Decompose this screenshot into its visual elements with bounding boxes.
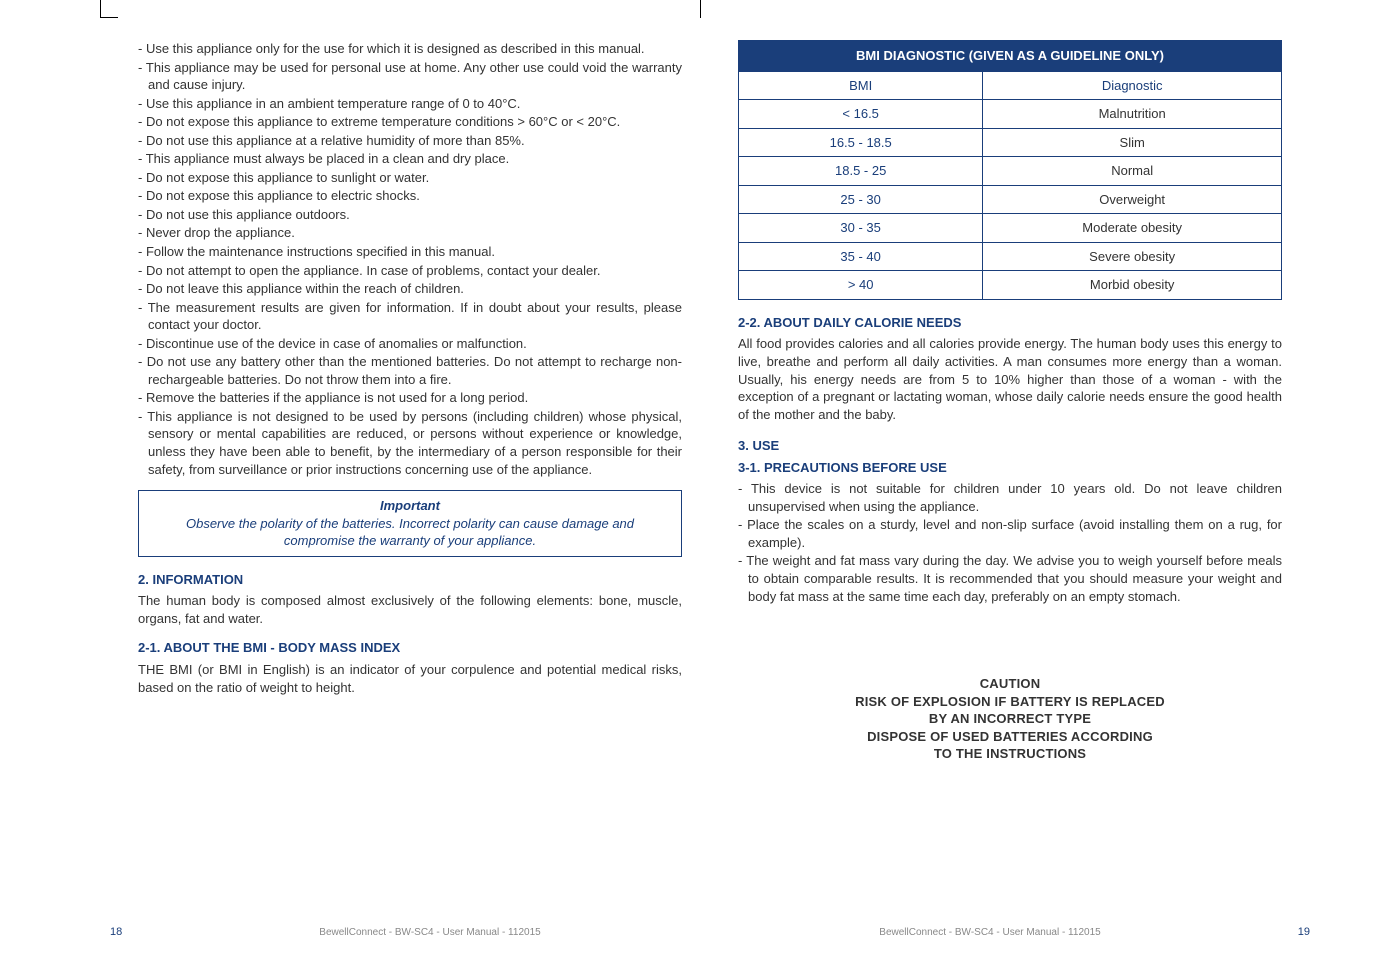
page-number-right: 19: [1270, 926, 1310, 938]
diagnostic-cell: Normal: [983, 157, 1282, 186]
section-2-1-title: 2-1. ABOUT THE BMI - BODY MASS INDEX: [138, 639, 682, 657]
section-2-2-body: All food provides calories and all calor…: [738, 335, 1282, 423]
bullet-item: - This device is not suitable for childr…: [738, 480, 1282, 515]
bullet-item: - Do not use any battery other than the …: [138, 353, 682, 388]
bullet-item: - Do not use this appliance at a relativ…: [138, 132, 682, 150]
caution-line: BY AN INCORRECT TYPE: [738, 710, 1282, 728]
important-body: Observe the polarity of the batteries. I…: [149, 515, 671, 550]
bmi-cell: < 16.5: [739, 100, 983, 129]
crop-mark-left: [100, 0, 118, 18]
bullet-item: - Follow the maintenance instructions sp…: [138, 243, 682, 261]
caution-block: CAUTION RISK OF EXPLOSION IF BATTERY IS …: [738, 675, 1282, 763]
footer-text-left: BewellConnect - BW-SC4 - User Manual - 1…: [150, 927, 710, 938]
section-3-1-title: 3-1. PRECAUTIONS BEFORE USE: [738, 459, 1282, 477]
table-row: < 16.5Malnutrition: [739, 100, 1282, 129]
table-row: 30 - 35Moderate obesity: [739, 214, 1282, 243]
safety-bullets: - Use this appliance only for the use fo…: [138, 40, 682, 478]
bullet-item: - This appliance is not designed to be u…: [138, 408, 682, 478]
bullet-item: - Do not expose this appliance to extrem…: [138, 113, 682, 131]
table-row: 25 - 30Overweight: [739, 185, 1282, 214]
table-row: 16.5 - 18.5Slim: [739, 128, 1282, 157]
crop-mark-right: [700, 0, 718, 18]
caution-line: CAUTION: [738, 675, 1282, 693]
diagnostic-cell: Slim: [983, 128, 1282, 157]
bmi-table-header: BMI DIAGNOSTIC (GIVEN AS A GUIDELINE ONL…: [739, 41, 1282, 72]
diagnostic-cell: Morbid obesity: [983, 271, 1282, 300]
section-2-2-title: 2-2. ABOUT DAILY CALORIE NEEDS: [738, 314, 1282, 332]
table-row: > 40Morbid obesity: [739, 271, 1282, 300]
page-number-left: 18: [110, 926, 150, 938]
section-2-1-body: THE BMI (or BMI in English) is an indica…: [138, 661, 682, 696]
caution-line: DISPOSE OF USED BATTERIES ACCORDING: [738, 728, 1282, 746]
diagnostic-cell: Severe obesity: [983, 242, 1282, 271]
bmi-cell: 35 - 40: [739, 242, 983, 271]
page-spread: - Use this appliance only for the use fo…: [110, 30, 1310, 783]
important-box: Important Observe the polarity of the ba…: [138, 490, 682, 557]
table-row: 18.5 - 25Normal: [739, 157, 1282, 186]
bullet-item: - Do not use this appliance outdoors.: [138, 206, 682, 224]
bullet-item: - The weight and fat mass vary during th…: [738, 552, 1282, 605]
footer-text-right: BewellConnect - BW-SC4 - User Manual - 1…: [710, 927, 1270, 938]
section-3-title: 3. USE: [738, 437, 1282, 455]
bmi-col2-head: Diagnostic: [983, 71, 1282, 100]
bullet-item: - The measurement results are given for …: [138, 299, 682, 334]
footer-left: 18 BewellConnect - BW-SC4 - User Manual …: [110, 926, 710, 938]
left-page: - Use this appliance only for the use fo…: [110, 30, 710, 783]
bullet-item: - Use this appliance only for the use fo…: [138, 40, 682, 58]
caution-line: RISK OF EXPLOSION IF BATTERY IS REPLACED: [738, 693, 1282, 711]
section-2-body: The human body is composed almost exclus…: [138, 592, 682, 627]
diagnostic-cell: Malnutrition: [983, 100, 1282, 129]
precaution-bullets: - This device is not suitable for childr…: [738, 480, 1282, 605]
bullet-item: - Do not leave this appliance within the…: [138, 280, 682, 298]
bullet-item: - Discontinue use of the device in case …: [138, 335, 682, 353]
important-title: Important: [149, 497, 671, 515]
diagnostic-cell: Moderate obesity: [983, 214, 1282, 243]
bullet-item: - This appliance may be used for persona…: [138, 59, 682, 94]
bmi-cell: > 40: [739, 271, 983, 300]
bmi-col1-head: BMI: [739, 71, 983, 100]
bullet-item: - Never drop the appliance.: [138, 224, 682, 242]
bmi-cell: 25 - 30: [739, 185, 983, 214]
diagnostic-cell: Overweight: [983, 185, 1282, 214]
caution-line: TO THE INSTRUCTIONS: [738, 745, 1282, 763]
bmi-cell: 30 - 35: [739, 214, 983, 243]
bullet-item: - Place the scales on a sturdy, level an…: [738, 516, 1282, 551]
bmi-table: BMI DIAGNOSTIC (GIVEN AS A GUIDELINE ONL…: [738, 40, 1282, 300]
bullet-item: - This appliance must always be placed i…: [138, 150, 682, 168]
bullet-item: - Remove the batteries if the appliance …: [138, 389, 682, 407]
section-2-title: 2. INFORMATION: [138, 571, 682, 589]
bmi-cell: 16.5 - 18.5: [739, 128, 983, 157]
bullet-item: - Do not attempt to open the appliance. …: [138, 262, 682, 280]
bullet-item: - Do not expose this appliance to sunlig…: [138, 169, 682, 187]
right-page: BMI DIAGNOSTIC (GIVEN AS A GUIDELINE ONL…: [710, 30, 1310, 783]
bullet-item: - Use this appliance in an ambient tempe…: [138, 95, 682, 113]
bullet-item: - Do not expose this appliance to electr…: [138, 187, 682, 205]
footer-right: BewellConnect - BW-SC4 - User Manual - 1…: [710, 926, 1310, 938]
bmi-cell: 18.5 - 25: [739, 157, 983, 186]
table-row: 35 - 40Severe obesity: [739, 242, 1282, 271]
